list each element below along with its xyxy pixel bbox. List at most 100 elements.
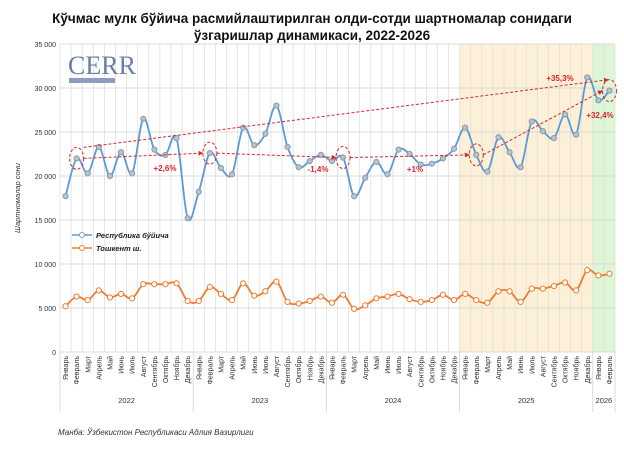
data-point <box>184 297 191 305</box>
x-tick-label: Январь <box>596 356 603 380</box>
data-point <box>328 299 336 306</box>
data-point <box>373 158 380 166</box>
data-point <box>317 293 324 300</box>
legend-label: Тошкент ш. <box>96 244 142 253</box>
y-tick-label: 15 000 <box>35 218 57 225</box>
data-point <box>129 170 136 177</box>
data-point <box>173 280 180 287</box>
x-tick-label: Февраль <box>341 356 348 385</box>
x-tick-label: Февраль <box>607 356 614 385</box>
x-tick-label: Июль <box>263 356 270 374</box>
x-tick-label: Январь <box>463 356 470 380</box>
x-tick-label: Декабрь <box>584 356 592 384</box>
x-tick-label: Июнь <box>385 356 392 374</box>
year-label: 2024 <box>385 396 402 405</box>
data-point <box>206 283 213 290</box>
x-tick-label: Сентябрь <box>417 356 425 388</box>
data-point <box>140 281 147 288</box>
x-tick-label: Сентябрь <box>550 356 558 388</box>
data-point <box>595 97 602 104</box>
x-tick-label: Ноябрь <box>573 356 581 381</box>
data-point <box>462 124 469 131</box>
data-point <box>495 134 502 141</box>
y-axis-label: Шартномалар сони <box>13 162 22 233</box>
x-tick-label: Август <box>540 355 547 377</box>
data-point <box>550 282 558 290</box>
data-point <box>506 149 513 156</box>
y-tick-label: 5 000 <box>38 306 56 313</box>
x-tick-label: Июль <box>529 356 536 374</box>
data-point <box>573 131 580 138</box>
data-point <box>406 296 413 303</box>
x-tick-label: Март <box>352 355 359 373</box>
y-tick-label: 0 <box>52 350 56 357</box>
data-point <box>62 303 69 310</box>
data-point <box>428 160 435 167</box>
data-point <box>395 146 402 153</box>
x-tick-label: Октябрь <box>428 356 436 383</box>
data-point <box>417 298 424 305</box>
data-point <box>306 297 313 305</box>
cerr-logo: CERR <box>68 51 137 80</box>
x-tick-label: Декабрь <box>184 356 192 384</box>
data-point <box>484 299 491 306</box>
annotation-label: -1,4% <box>308 165 329 174</box>
x-tick-label: Июль <box>396 356 403 374</box>
y-tick-label: 20 000 <box>35 174 57 181</box>
data-point <box>606 270 613 277</box>
logo-subtitle-bar <box>69 78 115 83</box>
data-point <box>561 279 569 286</box>
data-point <box>328 157 336 165</box>
x-tick-label: Февраль <box>74 356 81 385</box>
x-tick-label: Январь <box>63 356 70 380</box>
data-point <box>95 287 102 294</box>
data-point <box>517 298 524 305</box>
x-tick-label: Июнь <box>252 356 259 374</box>
data-point <box>84 170 91 177</box>
x-tick-label: Апрель <box>230 356 237 380</box>
x-tick-label: Апрель <box>496 356 503 380</box>
annotation-arrow <box>83 77 609 148</box>
data-point <box>262 288 269 295</box>
x-tick-label: Апрель <box>363 356 370 380</box>
data-point <box>606 87 613 94</box>
legend-label: Республика бўйича <box>96 231 169 240</box>
x-tick-label: Май <box>106 356 114 370</box>
data-point <box>450 296 458 304</box>
y-tick-label: 10 000 <box>35 262 57 269</box>
data-point <box>228 296 236 304</box>
data-point <box>595 272 602 279</box>
data-point <box>339 291 347 298</box>
data-point <box>240 280 247 287</box>
data-point <box>428 296 435 304</box>
data-point <box>484 168 491 175</box>
data-point <box>262 130 269 137</box>
data-point <box>151 146 158 153</box>
annotation-label: +32,4% <box>586 111 613 120</box>
data-point <box>195 188 202 195</box>
data-point <box>117 290 125 298</box>
x-tick-label: Декабрь <box>451 356 459 384</box>
year-label: 2026 <box>596 396 613 405</box>
data-point <box>517 164 524 171</box>
x-tick-label: Сентябрь <box>151 356 159 388</box>
annotation-label: +1% <box>407 165 423 174</box>
source-note: Манба: Ўзбекистон Республикаси Адлия Ваз… <box>58 428 254 437</box>
x-tick-label: Май <box>240 356 248 370</box>
x-tick-label: Январь <box>196 356 203 380</box>
x-tick-label: Октябрь <box>162 356 170 383</box>
data-point <box>273 278 280 285</box>
data-point <box>473 151 480 158</box>
y-tick-label: 30 000 <box>35 86 57 93</box>
title-line-1: Кўчмас мулк бўйича расмийлаштирилган олд… <box>52 11 572 26</box>
x-tick-label: Август <box>274 355 281 377</box>
data-point <box>406 150 413 158</box>
data-point <box>528 118 535 125</box>
data-point <box>184 215 191 222</box>
data-point <box>439 155 447 162</box>
data-point <box>106 172 114 180</box>
x-tick-label: Сентябрь <box>284 356 292 388</box>
annotation-arrow <box>483 90 603 156</box>
